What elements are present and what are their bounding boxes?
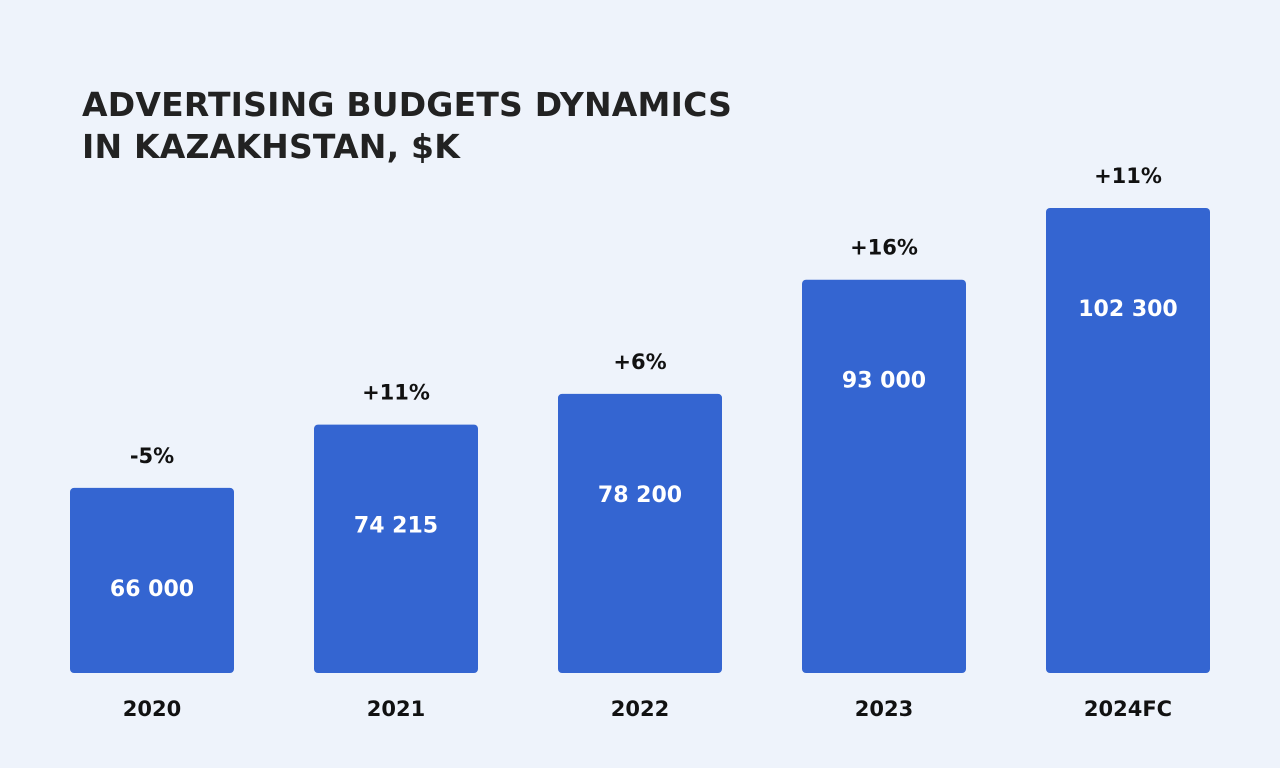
- bar-2024FC: [1046, 208, 1210, 673]
- value-label: 102 300: [1078, 297, 1178, 322]
- bar-2022: [558, 393, 722, 673]
- value-label: 74 215: [354, 514, 438, 539]
- growth-label: +11%: [362, 381, 430, 405]
- value-label: 93 000: [842, 369, 926, 394]
- bar-2023: [802, 279, 966, 673]
- growth-label: +6%: [613, 350, 666, 374]
- value-label: 78 200: [598, 483, 682, 508]
- growth-label: +11%: [1094, 164, 1162, 188]
- category-label: 2020: [123, 697, 181, 721]
- chart-title-line-2: IN KAZAKHSTAN, $K: [82, 127, 460, 166]
- chart-title: ADVERTISING BUDGETS DYNAMICS IN KAZAKHST…: [82, 84, 732, 168]
- bar-2020: [70, 487, 234, 673]
- category-label: 2021: [367, 697, 425, 721]
- growth-label: +16%: [850, 236, 918, 260]
- value-label: 66 000: [110, 577, 194, 602]
- category-label: 2024FC: [1084, 697, 1172, 721]
- bar-2021: [314, 424, 478, 673]
- category-label: 2023: [855, 697, 913, 721]
- growth-label: -5%: [130, 444, 174, 468]
- category-label: 2022: [611, 697, 669, 721]
- chart-title-line-1: ADVERTISING BUDGETS DYNAMICS: [82, 85, 733, 124]
